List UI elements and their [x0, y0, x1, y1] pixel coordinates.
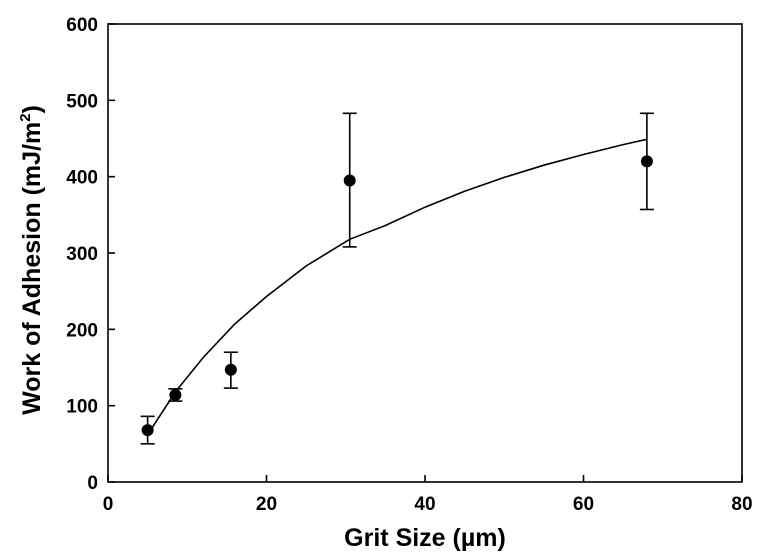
x-tick-label: 0 — [103, 494, 114, 515]
x-tick-label: 20 — [256, 494, 277, 515]
x-tick-label: 60 — [573, 494, 594, 515]
x-axis-ticks: 0 20 40 60 80 — [103, 475, 753, 515]
y-tick-label: 100 — [66, 397, 98, 418]
y-tick-label: 0 — [87, 473, 98, 494]
error-bars — [140, 112, 654, 445]
y-axis-title-main: Work of Adhesion (mJ/m — [18, 122, 46, 415]
data-point — [224, 363, 237, 376]
y-axis-title-superscript: 2 — [17, 113, 34, 121]
data-point — [640, 155, 653, 168]
y-axis-title: Work of Adhesion (mJ/m2) — [17, 105, 46, 415]
data-point — [169, 388, 182, 401]
y-tick-label: 300 — [66, 244, 98, 265]
plot-area — [107, 23, 743, 483]
x-tick-label: 80 — [731, 494, 752, 515]
y-tick-label: 400 — [66, 168, 98, 189]
fit-curve — [150, 138, 648, 430]
y-axis-title-end: ) — [18, 105, 46, 113]
y-tick-label: 500 — [66, 91, 98, 112]
data-point — [141, 424, 154, 437]
x-axis-title: Grit Size (µm) — [344, 524, 506, 552]
x-tick-label: 40 — [414, 494, 435, 515]
y-axis-ticks: 0 100 200 300 400 500 600 — [66, 15, 115, 494]
data-point — [343, 174, 356, 187]
data-points — [141, 155, 653, 437]
y-tick-label: 200 — [66, 320, 98, 341]
y-tick-label: 600 — [66, 15, 98, 36]
